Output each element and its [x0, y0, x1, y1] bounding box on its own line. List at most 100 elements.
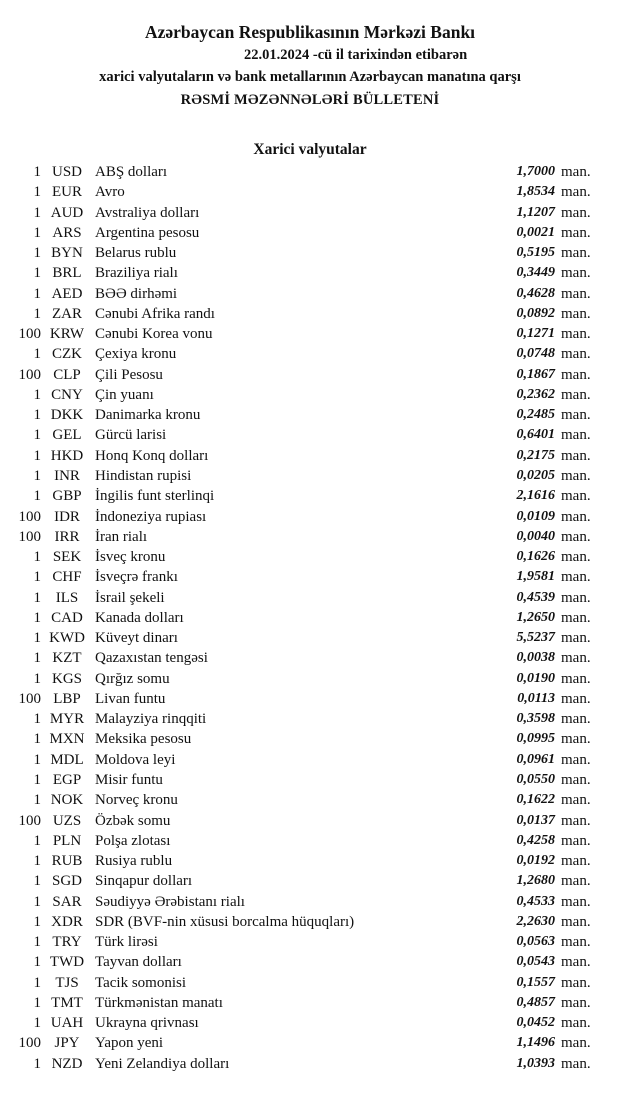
unit-label: man. — [561, 751, 591, 768]
rate-row: 1 ARS Argentina pesosu 0,0021 man. — [0, 223, 620, 243]
currency-name: Avstraliya dolları — [95, 204, 200, 221]
rate-row: 1 BRL Braziliya rialı 0,3449 man. — [0, 263, 620, 283]
unit-label: man. — [561, 1035, 591, 1052]
currency-code: BYN — [51, 245, 83, 262]
unit-label: man. — [561, 711, 591, 728]
rate-value: 5,5237 — [516, 630, 556, 646]
rate-row: 1 TWD Tayvan dolları 0,0543 man. — [0, 952, 620, 972]
currency-name: Argentina pesosu — [95, 224, 200, 241]
currency-name: Norveç kronu — [95, 792, 178, 809]
currency-name: Malayziya rinqqiti — [95, 711, 207, 728]
currency-code: EGP — [52, 771, 82, 788]
rate-row: 1 CHF İsveçrə frankı 1,9581 man. — [0, 567, 620, 587]
currency-name: Braziliya rialı — [95, 265, 178, 282]
currency-name: Qazaxıstan tengəsi — [95, 650, 208, 667]
rate-amount: 1 — [33, 751, 42, 768]
rate-row: 1 SAR Səudiyyə Ərəbistanı rialı 0,4533 man. — [0, 892, 620, 912]
rate-row: 1 SGD Sinqapur dolları 1,2680 man. — [0, 871, 620, 891]
rate-value: 0,0113 — [517, 690, 555, 706]
unit-label: man. — [561, 832, 591, 849]
currency-name: Özbək somu — [95, 812, 171, 829]
rate-value: 0,4258 — [516, 832, 556, 848]
currency-code: USD — [51, 164, 82, 180]
unit-label: man. — [561, 650, 591, 667]
rate-amount: 100 — [18, 508, 42, 525]
rate-row: 1 MYR Malayziya rinqqiti 0,3598 man. — [0, 709, 620, 729]
rate-amount: 1 — [33, 427, 42, 444]
rate-value: 0,0109 — [516, 508, 556, 524]
unit-label: man. — [561, 812, 591, 829]
currency-code: CAD — [51, 609, 83, 626]
rate-amount: 100 — [18, 1035, 42, 1052]
unit-label: man. — [561, 670, 591, 687]
currency-name: Çili Pesosu — [95, 366, 163, 383]
rate-amount: 1 — [33, 913, 42, 930]
currency-code: KGS — [51, 670, 82, 687]
rate-row: 1 RUB Rusiya rublu 0,0192 man. — [0, 851, 620, 871]
unit-label: man. — [561, 508, 591, 525]
rate-amount: 100 — [18, 690, 42, 707]
rate-amount: 1 — [33, 731, 42, 748]
rate-amount: 1 — [33, 407, 42, 424]
rate-row: 1 SEK İsveç kronu 0,1626 man. — [0, 547, 620, 567]
currency-name: Qırğız somu — [95, 670, 170, 687]
rate-row: 100 KRW Cənubi Korea vonu 0,1271 man. — [0, 324, 620, 344]
rate-value: 0,4533 — [516, 893, 556, 909]
rate-value: 1,2650 — [516, 609, 556, 625]
rate-row: 1 EGP Misir funtu 0,0550 man. — [0, 770, 620, 790]
rate-amount: 1 — [33, 974, 42, 991]
rate-row: 1 ILS İsrail şekeli 0,4539 man. — [0, 588, 620, 608]
rate-amount: 1 — [33, 488, 42, 505]
unit-label: man. — [561, 204, 591, 221]
currency-name: Cənubi Korea vonu — [95, 326, 213, 343]
rate-amount: 1 — [33, 386, 42, 403]
unit-label: man. — [561, 690, 591, 707]
unit-label: man. — [561, 326, 591, 343]
currency-code: ZAR — [52, 305, 82, 322]
currency-code: KWD — [49, 630, 85, 647]
rate-row: 1 TRY Türk lirəsi 0,0563 man. — [0, 932, 620, 952]
rate-amount: 1 — [33, 771, 42, 788]
rate-row: 1 USD ABŞ dolları 1,7000 man. — [0, 162, 620, 182]
rate-value: 0,4628 — [516, 285, 556, 301]
currency-name: İndoneziya rupiası — [95, 508, 207, 525]
rate-value: 1,0393 — [516, 1055, 556, 1071]
rate-value: 0,1622 — [516, 792, 556, 808]
currency-name: Hindistan rupisi — [95, 467, 192, 484]
rate-amount: 1 — [33, 670, 42, 687]
rate-row: 1 CAD Kanada dolları 1,2650 man. — [0, 608, 620, 628]
currency-name: ABŞ dolları — [95, 164, 168, 180]
currency-name: Yeni Zelandiya dolları — [95, 1055, 230, 1072]
rate-amount: 1 — [33, 832, 42, 849]
rate-row: 1 GBP İngilis funt sterlinqi 2,1616 man. — [0, 486, 620, 506]
unit-label: man. — [561, 609, 591, 626]
unit-label: man. — [561, 771, 591, 788]
rate-value: 0,1271 — [516, 326, 556, 342]
rate-amount: 1 — [33, 994, 42, 1011]
rate-row: 1 MDL Moldova leyi 0,0961 man. — [0, 750, 620, 770]
rate-value: 0,0563 — [516, 934, 556, 950]
rate-row: 1 UAH Ukrayna qrivnası 0,0452 man. — [0, 1013, 620, 1033]
rate-row: 1 HKD Honq Konq dolları 0,2175 man. — [0, 446, 620, 466]
rate-amount: 1 — [33, 164, 42, 180]
unit-label: man. — [561, 427, 591, 444]
rate-amount: 1 — [33, 549, 42, 566]
currency-code: GBP — [52, 488, 82, 505]
rate-value: 0,0892 — [516, 305, 556, 321]
currency-code: BRL — [52, 265, 82, 282]
rate-amount: 100 — [18, 528, 42, 545]
rate-value: 0,0550 — [516, 771, 556, 787]
rate-value: 0,6401 — [516, 427, 556, 443]
rate-row: 100 LBP Livan funtu 0,0113 man. — [0, 689, 620, 709]
currency-name: Danimarka kronu — [95, 407, 201, 424]
unit-label: man. — [561, 366, 591, 383]
rate-amount: 100 — [18, 812, 42, 829]
currency-code: TJS — [55, 974, 79, 991]
unit-label: man. — [561, 792, 591, 809]
rate-row: 1 MXN Meksika pesosu 0,0995 man. — [0, 729, 620, 749]
document-title: Azərbaycan Respublikasının Mərkəzi Bankı — [144, 22, 476, 42]
currency-name: İngilis funt sterlinqi — [95, 488, 215, 505]
currency-name: SDR (BVF-nin xüsusi borcalma hüquqları) — [95, 913, 355, 930]
currency-code: SAR — [52, 893, 82, 910]
currency-code: UAH — [50, 1015, 84, 1032]
